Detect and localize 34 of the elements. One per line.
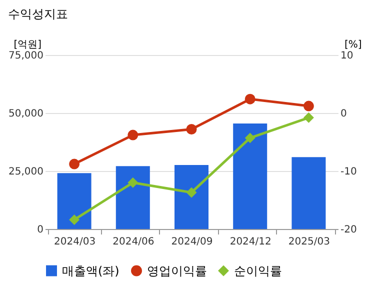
x-tick-label: 2024/03 (54, 236, 96, 248)
bar (233, 123, 268, 229)
y-tick-label: 0 (37, 224, 44, 236)
y2-axis-title: [%] (344, 40, 362, 50)
point (186, 187, 197, 198)
legend-label: 영업이익률 (147, 264, 207, 278)
point (69, 214, 80, 225)
y2-tick-label: -20 (340, 224, 357, 236)
point (128, 130, 138, 140)
y-axis-title: [억원] (14, 40, 42, 50)
point (244, 132, 256, 144)
x-tick-label: 2025/03 (288, 236, 330, 248)
point (303, 100, 314, 112)
y-tick-label: 25,000 (8, 166, 44, 178)
x-tick-label: 2024/09 (171, 236, 213, 248)
chart-title: 수익성지표 (8, 7, 68, 21)
bar (174, 164, 208, 229)
y2-tick-label: -10 (340, 166, 357, 178)
x-tick-label: 2024/12 (230, 236, 272, 248)
y-tick-label: 50,000 (8, 108, 44, 120)
legend-label: 순이익률 (234, 264, 282, 278)
y2-tick-label: 10 (340, 50, 354, 62)
bar (57, 173, 92, 229)
x-tick-label: 2024/06 (112, 236, 154, 248)
bar (292, 157, 326, 229)
y2-tick-label: 0 (340, 108, 347, 120)
point (128, 177, 138, 188)
point (244, 94, 256, 104)
bar (116, 166, 150, 229)
point (186, 124, 197, 134)
y-tick-label: 75,000 (8, 50, 44, 62)
point (303, 112, 314, 123)
legend-label: 매출액(좌) (62, 264, 120, 278)
point (69, 158, 80, 170)
